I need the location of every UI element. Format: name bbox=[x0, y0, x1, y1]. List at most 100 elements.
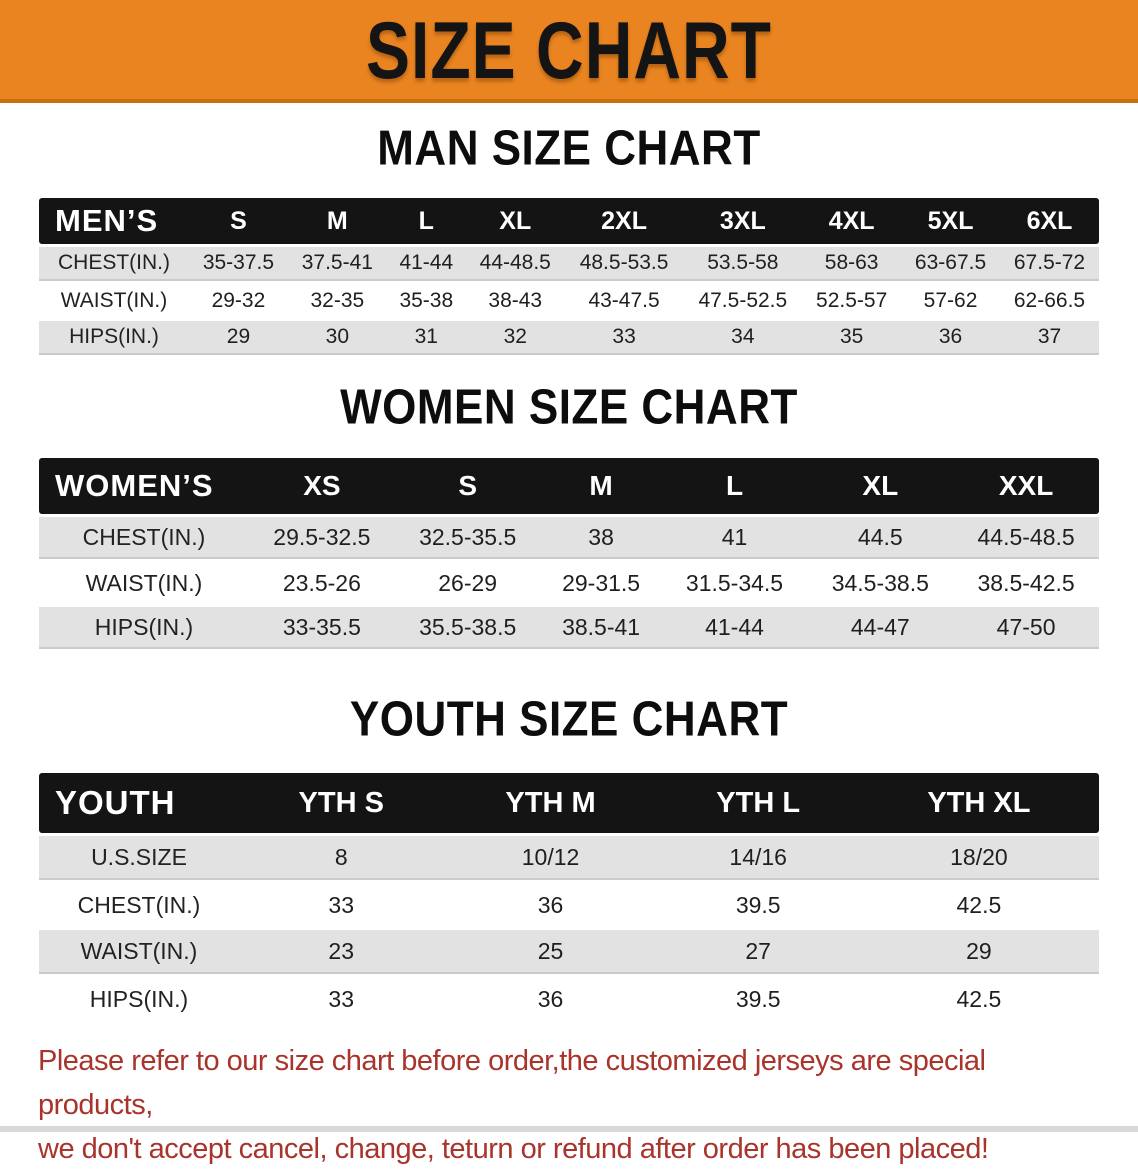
table-row: CHEST(IN.) 35-37.5 37.5-41 41-44 44-48.5 48.5… bbox=[39, 247, 1099, 281]
youth-size-section: YOUTH SIZE CHART YOUTH YTH S YTH M YTH L YTH… bbox=[0, 692, 1138, 1024]
size-cell: 38.5-41 bbox=[540, 607, 662, 649]
size-cell: 8 bbox=[239, 836, 444, 880]
men-header-label: MEN’S bbox=[39, 198, 189, 244]
banner-title: SIZE CHART bbox=[366, 4, 772, 95]
disclaimer-line-1: Please refer to our size chart before or… bbox=[38, 1045, 986, 1121]
size-cell: 33 bbox=[328, 985, 355, 1012]
size-chart-content: MAN SIZE CHART MEN’S S M L XL 2XL 3XL 4XL 5XL 6XL… bbox=[0, 121, 1138, 1171]
size-column-header: S bbox=[394, 458, 541, 514]
size-cell: 29 bbox=[858, 930, 1099, 974]
size-cell: 29.5-32.5 bbox=[249, 517, 395, 559]
table-row: CHEST(IN.) 29.5-32.5 32.5-35.5 38 41 44.5 44.5… bbox=[39, 517, 1099, 559]
men-size-table: MEN’S S M L XL 2XL 3XL 4XL 5XL 6XL CHEST(IN.) 35-37… bbox=[39, 195, 1099, 358]
row-label: HIPS(IN.) bbox=[89, 985, 189, 1012]
size-cell: 36 bbox=[537, 985, 564, 1012]
size-cell: 38 bbox=[540, 517, 662, 559]
size-column-header: YTH M bbox=[443, 773, 658, 833]
size-cell: 23 bbox=[239, 930, 444, 974]
size-cell: 53.5-58 bbox=[683, 247, 803, 281]
size-cell: 41-44 bbox=[386, 247, 466, 281]
size-column-header: XS bbox=[249, 458, 395, 514]
size-cell: 36 bbox=[537, 891, 564, 918]
size-cell: 39.5 bbox=[735, 985, 781, 1012]
size-cell: 37 bbox=[999, 321, 1099, 355]
size-column-header: 4XL bbox=[802, 198, 902, 244]
table-row: U.S.SIZE 8 10/12 14/16 18/20 bbox=[39, 836, 1099, 880]
size-column-header: XXL bbox=[953, 458, 1099, 514]
size-cell: 29 bbox=[189, 321, 288, 355]
table-row: CHEST(IN.) 33 36 39.5 42.5 bbox=[39, 883, 1099, 927]
size-cell: 34.5-38.5 bbox=[831, 569, 929, 596]
row-label: CHEST(IN.) bbox=[77, 891, 201, 918]
size-cell: 35-38 bbox=[399, 289, 454, 312]
size-column-header: YTH S bbox=[239, 773, 444, 833]
youth-header-label: YOUTH bbox=[39, 773, 239, 833]
size-column-header: 3XL bbox=[683, 198, 803, 244]
size-cell: 44-48.5 bbox=[465, 247, 565, 281]
size-cell: 67.5-72 bbox=[999, 247, 1099, 281]
size-cell: 23.5-26 bbox=[282, 569, 361, 596]
size-cell: 38.5-42.5 bbox=[977, 569, 1075, 596]
size-cell: 27 bbox=[657, 930, 859, 974]
size-cell: 47-50 bbox=[953, 607, 1099, 649]
women-header-row: WOMEN’S XS S M L XL XXL bbox=[39, 458, 1099, 514]
row-label: HIPS(IN.) bbox=[39, 321, 189, 355]
size-cell: 57-62 bbox=[923, 289, 978, 312]
size-cell: 31.5-34.5 bbox=[685, 569, 784, 596]
men-section-title: MAN SIZE CHART bbox=[377, 121, 761, 176]
row-label: HIPS(IN.) bbox=[39, 607, 249, 649]
size-cell: 42.5 bbox=[956, 891, 1002, 918]
table-row: HIPS(IN.) 33-35.5 35.5-38.5 38.5-41 41-44 44-… bbox=[39, 607, 1099, 649]
size-cell: 25 bbox=[443, 930, 658, 974]
row-label: WAIST(IN.) bbox=[85, 569, 203, 596]
size-column-header: S bbox=[189, 198, 288, 244]
men-header-row: MEN’S S M L XL 2XL 3XL 4XL 5XL 6XL bbox=[39, 198, 1099, 244]
youth-section-title: YOUTH SIZE CHART bbox=[349, 692, 789, 747]
size-cell: 36 bbox=[901, 321, 1000, 355]
table-row: HIPS(IN.) 29 30 31 32 33 34 35 36 37 bbox=[39, 321, 1099, 355]
row-label: U.S.SIZE bbox=[39, 836, 239, 880]
table-row: WAIST(IN.) 23 25 27 29 bbox=[39, 930, 1099, 974]
size-cell: 32-35 bbox=[310, 289, 365, 312]
row-label: WAIST(IN.) bbox=[60, 289, 168, 312]
women-size-section: WOMEN SIZE CHART WOMEN’S XS S M L XL XXL CHEST(… bbox=[0, 380, 1138, 652]
size-column-header: L bbox=[661, 458, 808, 514]
size-cell: 33-35.5 bbox=[249, 607, 395, 649]
size-cell: 52.5-57 bbox=[816, 289, 888, 312]
youth-header-row: YOUTH YTH S YTH M YTH L YTH XL bbox=[39, 773, 1099, 833]
size-cell: 32 bbox=[465, 321, 565, 355]
size-cell: 10/12 bbox=[443, 836, 658, 880]
size-cell: 34 bbox=[683, 321, 803, 355]
size-cell: 38-43 bbox=[488, 289, 543, 312]
size-column-header: M bbox=[287, 198, 387, 244]
size-cell: 44-47 bbox=[807, 607, 954, 649]
size-cell: 37.5-41 bbox=[287, 247, 387, 281]
size-column-header: M bbox=[540, 458, 662, 514]
size-cell: 26-29 bbox=[438, 569, 498, 596]
size-cell: 14/16 bbox=[657, 836, 859, 880]
bottom-edge-strip bbox=[0, 1126, 1138, 1132]
size-cell: 39.5 bbox=[735, 891, 781, 918]
size-cell: 43-47.5 bbox=[588, 289, 660, 312]
size-cell: 35-37.5 bbox=[189, 247, 288, 281]
size-cell: 33 bbox=[564, 321, 684, 355]
size-cell: 30 bbox=[287, 321, 387, 355]
table-row: HIPS(IN.) 33 36 39.5 42.5 bbox=[39, 977, 1099, 1021]
size-cell: 29-31.5 bbox=[562, 569, 641, 596]
size-cell: 47.5-52.5 bbox=[698, 289, 788, 312]
size-cell: 48.5-53.5 bbox=[564, 247, 684, 281]
size-cell: 35 bbox=[802, 321, 902, 355]
order-disclaimer: Please refer to our size chart before or… bbox=[0, 1039, 1138, 1171]
women-size-table: WOMEN’S XS S M L XL XXL CHEST(IN.) 29.5-32.5 32.5… bbox=[39, 455, 1099, 652]
women-header-label: WOMEN’S bbox=[39, 458, 249, 514]
size-column-header: 6XL bbox=[999, 198, 1099, 244]
size-cell: 41 bbox=[661, 517, 808, 559]
size-column-header: 2XL bbox=[564, 198, 684, 244]
size-cell: 44.5 bbox=[807, 517, 954, 559]
size-cell: 32.5-35.5 bbox=[394, 517, 541, 559]
size-column-header: L bbox=[386, 198, 466, 244]
row-label: CHEST(IN.) bbox=[39, 517, 249, 559]
size-cell: 33 bbox=[328, 891, 355, 918]
size-column-header: XL bbox=[465, 198, 565, 244]
women-section-title: WOMEN SIZE CHART bbox=[340, 380, 798, 435]
